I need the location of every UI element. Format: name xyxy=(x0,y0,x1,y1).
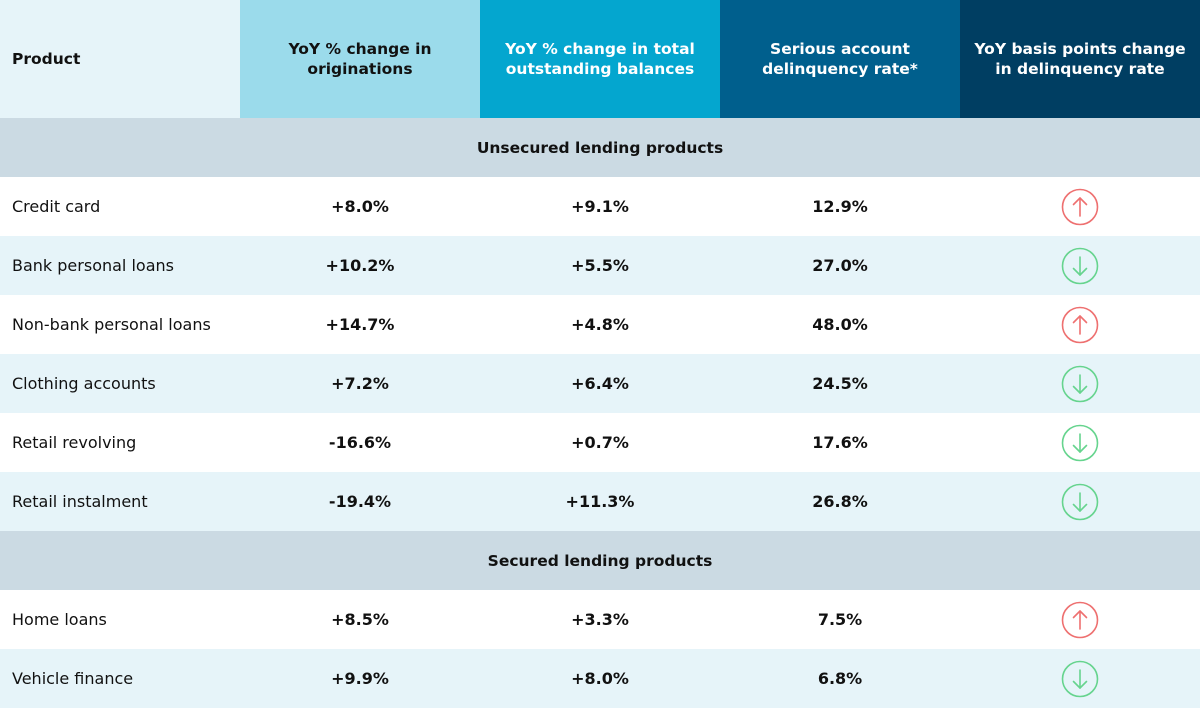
product-name: Retail revolving xyxy=(12,433,137,452)
header-balances: YoY % change in total outstanding balanc… xyxy=(480,0,720,118)
table-row: Non-bank personal loans +14.7% +4.8% 48.0% xyxy=(0,295,1200,354)
product-name: Home loans xyxy=(12,610,107,629)
arrow-down-circle-icon xyxy=(1061,424,1099,461)
delinquency-rate: 7.5% xyxy=(817,610,863,629)
bps-change-cell xyxy=(960,177,1200,236)
table-row: Clothing accounts +7.2% +6.4% 24.5% xyxy=(0,354,1200,413)
header-originations: YoY % change in originations xyxy=(240,0,480,118)
originations-change: +10.2% xyxy=(325,256,395,275)
header-product: Product xyxy=(0,0,240,118)
originations-change: +7.2% xyxy=(331,374,389,393)
product-name: Non-bank personal loans xyxy=(12,315,211,334)
product-name: Vehicle finance xyxy=(12,669,134,688)
product-name: Credit card xyxy=(12,197,101,216)
bps-change-cell xyxy=(960,413,1200,472)
originations-change: -16.6% xyxy=(328,433,392,452)
delinquency-rate: 26.8% xyxy=(812,492,868,511)
delinquency-rate: 27.0% xyxy=(812,256,868,275)
bps-change-cell xyxy=(960,649,1200,708)
table-row: Bank personal loans +10.2% +5.5% 27.0% xyxy=(0,236,1200,295)
balances-change: +9.1% xyxy=(571,197,629,216)
arrow-up-circle-icon xyxy=(1061,188,1099,225)
originations-change: +9.9% xyxy=(331,669,389,688)
bps-change-cell xyxy=(960,472,1200,531)
table-row: Retail revolving -16.6% +0.7% 17.6% xyxy=(0,413,1200,472)
balances-change: +5.5% xyxy=(571,256,629,275)
arrow-down-circle-icon xyxy=(1061,660,1099,697)
originations-change: +14.7% xyxy=(325,315,395,334)
delinquency-rate: 24.5% xyxy=(812,374,868,393)
delinquency-rate: 6.8% xyxy=(817,669,863,688)
balances-change: +4.8% xyxy=(571,315,629,334)
header-delinquency-rate: Serious account delinquency rate* xyxy=(720,0,960,118)
balances-change: +6.4% xyxy=(571,374,629,393)
table-header: Product YoY % change in originations YoY… xyxy=(0,0,1200,118)
originations-change: +8.0% xyxy=(331,197,389,216)
bps-change-cell xyxy=(960,590,1200,649)
table-row: Retail instalment -19.4% +11.3% 26.8% xyxy=(0,472,1200,531)
bps-change-cell xyxy=(960,236,1200,295)
balances-change: +8.0% xyxy=(571,669,629,688)
arrow-up-circle-icon xyxy=(1061,601,1099,638)
header-bps-change: YoY basis points change in delinquency r… xyxy=(960,0,1200,118)
product-name: Clothing accounts xyxy=(12,374,156,393)
arrow-up-circle-icon xyxy=(1061,306,1099,343)
section-heading: Unsecured lending products xyxy=(0,118,1200,177)
bps-change-cell xyxy=(960,354,1200,413)
table-body: Unsecured lending products Credit card +8.… xyxy=(0,118,1200,708)
delinquency-rate: 12.9% xyxy=(812,197,868,216)
balances-change: +3.3% xyxy=(571,610,629,629)
arrow-down-circle-icon xyxy=(1061,483,1099,520)
balances-change: +0.7% xyxy=(571,433,629,452)
delinquency-rate: 17.6% xyxy=(812,433,868,452)
delinquency-rate: 48.0% xyxy=(812,315,868,334)
arrow-down-circle-icon xyxy=(1061,365,1099,402)
section-heading: Secured lending products xyxy=(0,531,1200,590)
arrow-down-circle-icon xyxy=(1061,247,1099,284)
product-name: Retail instalment xyxy=(12,492,148,511)
product-name: Bank personal loans xyxy=(12,256,174,275)
table-row: Credit card +8.0% +9.1% 12.9% xyxy=(0,177,1200,236)
table-row: Vehicle finance +9.9% +8.0% 6.8% xyxy=(0,649,1200,708)
balances-change: +11.3% xyxy=(565,492,635,511)
bps-change-cell xyxy=(960,295,1200,354)
originations-change: +8.5% xyxy=(331,610,389,629)
table-row: Home loans +8.5% +3.3% 7.5% xyxy=(0,590,1200,649)
originations-change: -19.4% xyxy=(328,492,392,511)
